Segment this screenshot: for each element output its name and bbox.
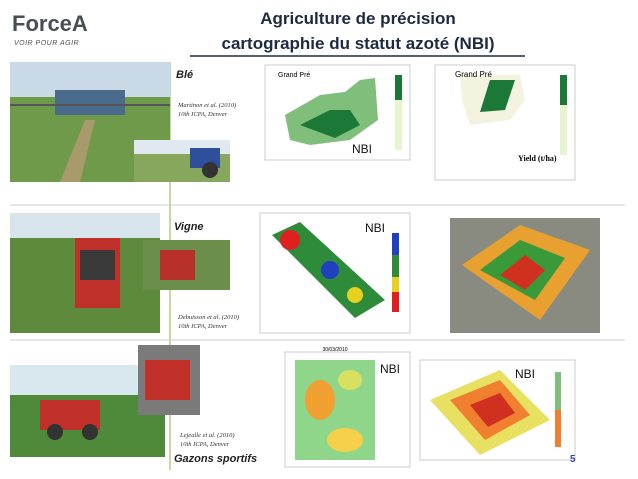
row-label: Blé: [176, 69, 193, 81]
conference: 10th ICPA, Denver: [178, 111, 228, 118]
title-line2: cartographie du statut azoté (NBI): [222, 34, 495, 53]
map-date: 30/03/2010: [322, 347, 347, 353]
citation: Martinon et al. (2010): [177, 102, 236, 109]
logo-tagline: VOIR POUR AGIR: [14, 40, 79, 47]
map-label: NBI: [365, 221, 385, 235]
nbi-map: Grand Pré NBI: [264, 64, 411, 161]
nbi-map: NBI: [259, 212, 411, 334]
citation: Lejealle et al. (2010): [179, 432, 235, 439]
page-number: 5: [570, 454, 576, 465]
conference: 10th ICPA, Denver: [178, 323, 228, 330]
nbi-map: 30/03/2010 NBI: [284, 347, 411, 468]
row-label: Gazons sportifs: [174, 453, 257, 465]
map-label: NBI: [352, 142, 372, 156]
nbi-map: NBI: [419, 359, 576, 461]
logo-name: ForceA: [12, 11, 88, 36]
wheat-photo: [10, 62, 170, 182]
aerial-photo: [450, 218, 600, 333]
row-label: Vigne: [174, 221, 204, 233]
map-label: NBI: [515, 367, 535, 381]
citation: Debuisson et al. (2010): [177, 314, 239, 321]
conference: 10th ICPA, Denver: [180, 441, 230, 448]
vine-sensor-photo: [143, 240, 230, 290]
map-label: NBI: [380, 362, 400, 376]
map-title: Grand Pré: [278, 72, 310, 79]
logo: ForceA VOIR POUR AGIR: [12, 11, 88, 47]
tractor-photo: [134, 140, 230, 182]
map-label: Yield (t/ha): [518, 154, 557, 163]
title-line1: Agriculture de précision: [260, 9, 456, 28]
yield-map: Grand Pré Yield (t/ha): [434, 64, 576, 181]
map-title: Grand Pré: [455, 70, 492, 79]
mower-photo: [138, 345, 200, 415]
vine-photo: [10, 213, 160, 333]
